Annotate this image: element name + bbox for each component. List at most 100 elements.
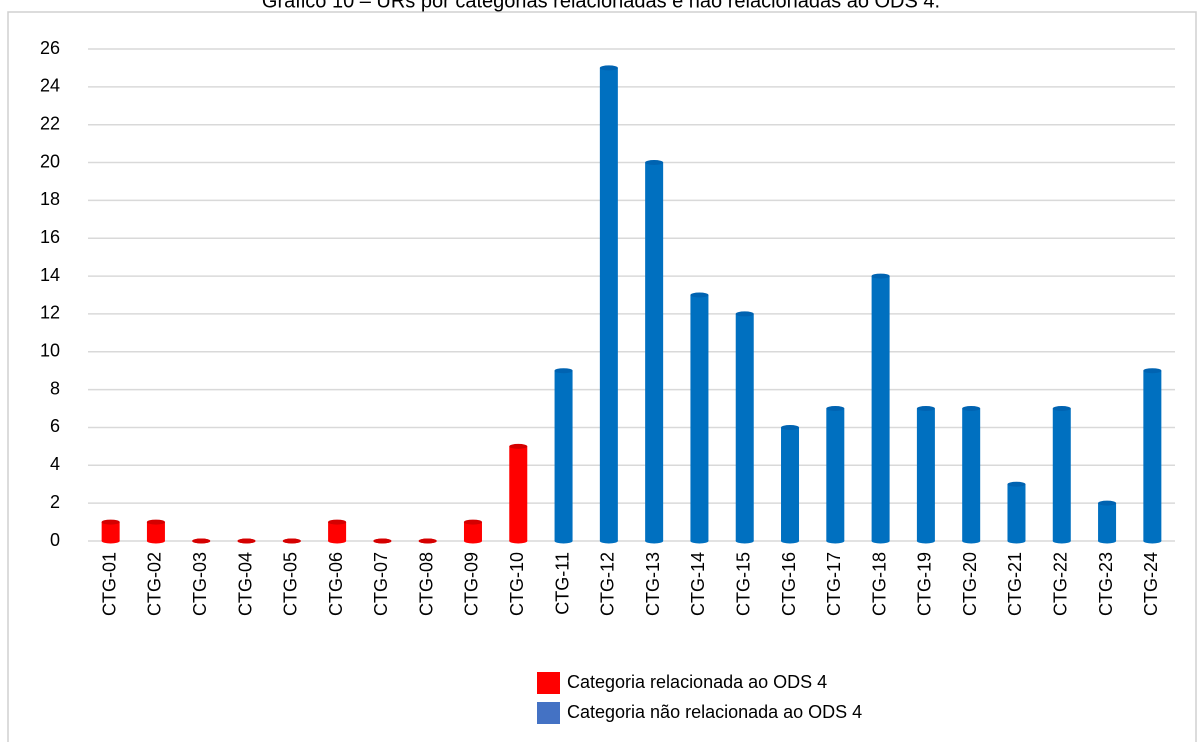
bar-base bbox=[781, 538, 800, 544]
bar bbox=[781, 427, 800, 541]
bar-top bbox=[1098, 500, 1117, 506]
bar-top bbox=[463, 519, 482, 525]
y-tick-label: 18 bbox=[40, 189, 60, 209]
bar bbox=[916, 408, 935, 541]
bar bbox=[1007, 484, 1026, 541]
y-tick-label: 2 bbox=[50, 492, 60, 512]
x-tick-label: CTG-20 bbox=[960, 552, 980, 616]
bar bbox=[871, 276, 890, 541]
chart-title: Gráfico 10 – URs por categorias relacion… bbox=[262, 0, 940, 12]
bar-base bbox=[645, 538, 664, 544]
x-tick-label: CTG-05 bbox=[281, 552, 301, 616]
bar-top bbox=[237, 538, 256, 544]
bar-base bbox=[1052, 538, 1071, 544]
y-tick-label: 16 bbox=[40, 227, 60, 247]
bar-base bbox=[871, 538, 890, 544]
bar-base bbox=[916, 538, 935, 544]
x-tick-label: CTG-19 bbox=[915, 552, 935, 616]
bar-top bbox=[916, 406, 935, 412]
bar-base bbox=[1007, 538, 1026, 544]
bar-top bbox=[373, 538, 392, 544]
bar bbox=[1098, 503, 1117, 541]
bar bbox=[146, 522, 165, 541]
bar bbox=[645, 162, 664, 542]
bar bbox=[1143, 370, 1162, 541]
bar-top bbox=[1052, 406, 1071, 412]
x-tick-label: CTG-16 bbox=[779, 552, 799, 616]
x-tick-label: CTG-03 bbox=[190, 552, 210, 616]
bar-top bbox=[509, 443, 528, 449]
x-tick-label: CTG-22 bbox=[1051, 552, 1071, 616]
y-tick-label: 0 bbox=[50, 530, 60, 550]
bar bbox=[826, 408, 845, 541]
bar-base bbox=[463, 538, 482, 544]
x-tick-label: CTG-23 bbox=[1096, 552, 1116, 616]
x-tick-label: CTG-24 bbox=[1141, 552, 1161, 616]
x-tick-label: CTG-10 bbox=[507, 552, 527, 616]
bar bbox=[690, 295, 709, 541]
x-tick-label: CTG-17 bbox=[824, 552, 844, 616]
y-tick-label: 10 bbox=[40, 341, 60, 361]
bar-top bbox=[418, 538, 437, 544]
bar-base bbox=[735, 538, 754, 544]
bar-top bbox=[1143, 368, 1162, 374]
y-tick-label: 24 bbox=[40, 76, 60, 96]
x-tick-label: CTG-13 bbox=[643, 552, 663, 616]
y-tick-label: 26 bbox=[40, 38, 60, 58]
bar-top bbox=[192, 538, 211, 544]
x-tick-label: CTG-21 bbox=[1005, 552, 1025, 616]
bar-top bbox=[146, 519, 165, 525]
x-tick-label: CTG-08 bbox=[416, 552, 436, 616]
x-tick-label: CTG-14 bbox=[688, 552, 708, 616]
bar bbox=[101, 522, 120, 541]
x-tick-label: CTG-12 bbox=[598, 552, 618, 616]
y-tick-label: 14 bbox=[40, 265, 60, 285]
bar-top bbox=[101, 519, 120, 525]
bar-top bbox=[282, 538, 301, 544]
bar-base bbox=[146, 538, 165, 544]
y-tick-label: 6 bbox=[50, 416, 60, 436]
bar-top bbox=[962, 406, 981, 412]
bar-base bbox=[690, 538, 709, 544]
legend-swatch bbox=[537, 672, 560, 694]
bar-base bbox=[328, 538, 347, 544]
legend-label: Categoria não relacionada ao ODS 4 bbox=[567, 702, 862, 722]
bar-top bbox=[599, 65, 618, 71]
x-tick-label: CTG-04 bbox=[235, 552, 255, 616]
legend-label: Categoria relacionada ao ODS 4 bbox=[567, 672, 827, 692]
bar-base bbox=[1098, 538, 1117, 544]
bar bbox=[735, 313, 754, 541]
x-tick-label: CTG-11 bbox=[552, 552, 572, 615]
x-tick-label: CTG-07 bbox=[371, 552, 391, 616]
x-tick-label: CTG-02 bbox=[145, 552, 165, 616]
bar-top bbox=[645, 160, 664, 166]
bar-base bbox=[1143, 538, 1162, 544]
bar-top bbox=[690, 292, 709, 298]
bar bbox=[599, 67, 618, 541]
bar bbox=[554, 370, 573, 541]
y-tick-label: 4 bbox=[50, 454, 60, 474]
x-tick-label: CTG-09 bbox=[462, 552, 482, 616]
bar bbox=[1052, 408, 1071, 541]
bar bbox=[463, 522, 482, 541]
bar-top bbox=[871, 273, 890, 279]
y-tick-label: 22 bbox=[40, 113, 60, 133]
x-tick-label: CTG-15 bbox=[733, 552, 753, 616]
bar-top bbox=[328, 519, 347, 525]
bar-top bbox=[826, 406, 845, 412]
bar bbox=[962, 408, 981, 541]
bar-base bbox=[599, 538, 618, 544]
y-tick-label: 20 bbox=[40, 151, 60, 171]
x-tick-label: CTG-06 bbox=[326, 552, 346, 616]
bar-base bbox=[826, 538, 845, 544]
bar bbox=[509, 446, 528, 541]
chart-frame bbox=[7, 11, 1197, 742]
bar-base bbox=[554, 538, 573, 544]
y-tick-label: 12 bbox=[40, 303, 60, 323]
bar-top bbox=[1007, 481, 1026, 487]
bar-base bbox=[101, 538, 120, 544]
bar-base bbox=[962, 538, 981, 544]
bar-top bbox=[781, 424, 800, 430]
bar-top bbox=[554, 368, 573, 374]
